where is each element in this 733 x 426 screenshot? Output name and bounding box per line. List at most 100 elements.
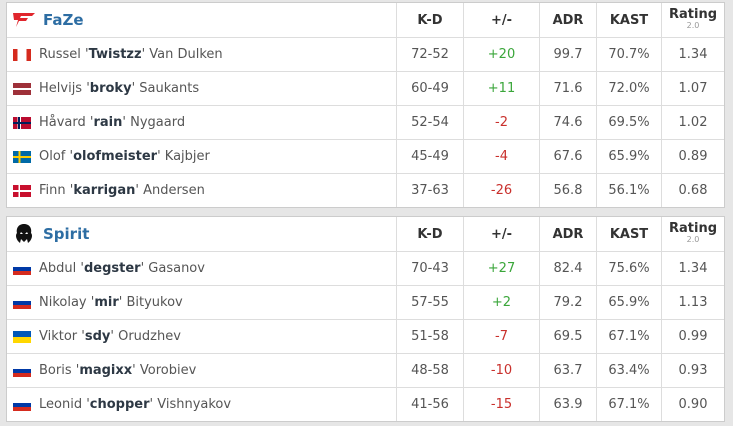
header-label: Rating [668,221,717,236]
rating-version: 2.0 [686,235,700,244]
stat-cell: 37-63 [396,174,463,207]
header-label: +/- [490,12,513,28]
stat-cell: 63.7 [539,354,596,387]
stat-cell: 56.1% [596,174,661,207]
nickname: chopper [89,397,150,412]
player-name[interactable]: Leonid 'chopper' Vishnyakov [39,397,231,412]
stat-cell: 0.89 [661,140,724,173]
column-header: Rating 2.0 [661,217,724,251]
name-part: Finn ' [39,183,74,198]
stat-cell: -15 [463,388,539,421]
rating-version: 2.0 [686,21,700,30]
name-part: Helvijs ' [39,81,90,96]
stat-cell: 70.7% [596,38,661,71]
column-header: K-D [396,3,463,37]
stat-cell: 65.9% [596,140,661,173]
player-name[interactable]: Boris 'magixx' Vorobiev [39,363,196,378]
stat-cell: 1.34 [661,38,724,71]
name-part: Viktor ' [39,329,85,344]
stat-cell: -4 [463,140,539,173]
player-name[interactable]: Viktor 'sdy' Orudzhev [39,329,181,344]
flag [13,150,31,163]
player-name[interactable]: Olof 'olofmeister' Kajbjer [39,149,210,164]
name-part: Leonid ' [39,397,90,412]
stat-cell: 82.4 [539,252,596,285]
team-logo [13,223,35,245]
stat-cell: 70-43 [396,252,463,285]
column-header: KAST [596,3,661,37]
team-cell: Spirit [7,217,396,251]
header-label: Rating [668,7,717,22]
team-table: Spirit K-D +/- ADR KAST Rating 2.0 Abdul 'degst… [6,216,725,422]
stat-cell: 69.5% [596,106,661,139]
stat-cell: 48-58 [396,354,463,387]
stat-cell: 63.4% [596,354,661,387]
stat-cell: 57-55 [396,286,463,319]
player-row: Boris 'magixx' Vorobiev 48-58 -10 63.7 63.4%… [7,353,724,387]
name-part: ' Bityukov [118,295,183,310]
stat-cell: +2 [463,286,539,319]
column-header: ADR [539,3,596,37]
nickname: degster [83,261,141,276]
flag [13,262,31,275]
stat-cell: 56.8 [539,174,596,207]
name-part: Russel ' [39,47,89,62]
header-label: KAST [609,226,649,242]
stat-cell: 67.1% [596,320,661,353]
flag [13,398,31,411]
name-part: ' Van Dulken [141,47,223,62]
column-header: K-D [396,217,463,251]
player-cell: Viktor 'sdy' Orudzhev [7,320,396,353]
stat-cell: 0.99 [661,320,724,353]
name-part: Nikolay ' [39,295,95,310]
player-cell: Finn 'karrigan' Andersen [7,174,396,207]
stat-cell: -26 [463,174,539,207]
stat-cell: 41-56 [396,388,463,421]
nickname: magixx [79,363,133,378]
flag [13,184,31,197]
name-part: Boris ' [39,363,80,378]
stat-cell: +11 [463,72,539,105]
stat-cell: 69.5 [539,320,596,353]
team-name[interactable]: Spirit [43,225,90,243]
header-label: KAST [609,12,649,28]
nickname: mir [94,295,119,310]
player-row: Finn 'karrigan' Andersen 37-63 -26 56.8 56.1… [7,173,724,207]
team-cell: FaZe [7,3,396,37]
team-table: FaZe K-D +/- ADR KAST Rating 2.0 Russel 'Twistz… [6,2,725,208]
column-header: +/- [463,217,539,251]
name-part: Abdul ' [39,261,84,276]
header-label: ADR [552,12,584,28]
player-name[interactable]: Russel 'Twistzz' Van Dulken [39,47,223,62]
player-row: Abdul 'degster' Gasanov 70-43 +27 82.4 75.6%… [7,251,724,285]
stat-cell: 0.90 [661,388,724,421]
player-row: Russel 'Twistzz' Van Dulken 72-52 +20 99.7 7… [7,37,724,71]
name-part: ' Vishnyakov [149,397,232,412]
player-cell: Nikolay 'mir' Bityukov [7,286,396,319]
name-part: ' Gasanov [140,261,205,276]
stat-cell: 67.1% [596,388,661,421]
player-name[interactable]: Finn 'karrigan' Andersen [39,183,205,198]
player-cell: Leonid 'chopper' Vishnyakov [7,388,396,421]
header-label: +/- [490,226,513,242]
nickname: Twistzz [88,47,142,62]
stat-cell: 74.6 [539,106,596,139]
player-row: Olof 'olofmeister' Kajbjer 45-49 -4 67.6 65.… [7,139,724,173]
stat-cell: 1.13 [661,286,724,319]
stat-cell: 1.34 [661,252,724,285]
player-name[interactable]: Håvard 'rain' Nygaard [39,115,185,130]
nickname: karrigan [73,183,136,198]
column-header: KAST [596,217,661,251]
player-name[interactable]: Helvijs 'broky' Saukants [39,81,199,96]
player-cell: Abdul 'degster' Gasanov [7,252,396,285]
stat-cell: 71.6 [539,72,596,105]
name-part: Håvard ' [39,115,94,130]
player-name[interactable]: Nikolay 'mir' Bityukov [39,295,183,310]
name-part: ' Saukants [131,81,200,96]
stat-cell: +20 [463,38,539,71]
stat-cell: 72.0% [596,72,661,105]
team-name[interactable]: FaZe [43,11,84,29]
player-name[interactable]: Abdul 'degster' Gasanov [39,261,205,276]
name-part: ' Andersen [135,183,205,198]
